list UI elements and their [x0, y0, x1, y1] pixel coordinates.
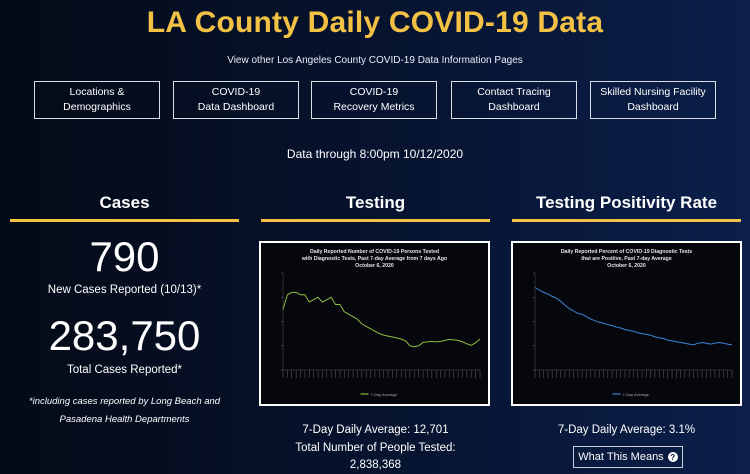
testing-total-value: 2,838,368: [349, 459, 402, 471]
what-this-means-button[interactable]: What This Means ?: [573, 446, 683, 468]
cases-divider: [10, 219, 239, 222]
nav-locations-demographics-button[interactable]: Locations & Demographics: [34, 81, 160, 119]
positivity-chart[interactable]: Daily Reported Percent of COVID-19 Diagn…: [511, 241, 742, 406]
question-circle-icon: ?: [667, 452, 678, 462]
page-title: LA County Daily COVID-19 Data: [146, 6, 604, 39]
positivity-heading: Testing Positivity Rate: [535, 193, 718, 212]
what-this-means-label: What This Means: [578, 451, 664, 463]
positivity-7day-average: 7-Day Daily Average: 3.1%: [557, 424, 696, 436]
testing-chart-svg: Daily Reported Number of COVID-19 Person…: [281, 249, 481, 397]
chart-title-line: Daily Reported Percent of COVID-19 Diagn…: [561, 249, 692, 255]
chart-legend-label: 7-Day Average: [623, 392, 650, 397]
chart-title-line: October 6, 2020: [355, 263, 394, 269]
chart-legend-label: 7-Day Average: [371, 392, 398, 397]
testing-chart[interactable]: Daily Reported Number of COVID-19 Person…: [259, 241, 490, 406]
testing-heading: Testing: [345, 193, 406, 212]
nav-recovery-metrics-button[interactable]: COVID-19 Recovery Metrics: [311, 81, 437, 119]
chart-series-line: [534, 287, 733, 346]
new-cases-value: 790: [89, 233, 160, 280]
cases-footnote-line2: Pasadena Health Departments: [59, 414, 190, 425]
positivity-divider: [512, 219, 741, 222]
testing-total-label: Total Number of People Tested:: [295, 442, 456, 454]
positivity-chart-svg: Daily Reported Percent of COVID-19 Diagn…: [533, 249, 733, 397]
chart-title-line: October 6, 2020: [607, 263, 646, 269]
total-cases-label: Total Cases Reported*: [66, 364, 183, 376]
total-cases-value: 283,750: [48, 312, 201, 359]
chart-title-line: Daily Reported Number of COVID-19 Person…: [310, 249, 439, 255]
cases-footnote-line1: *including cases reported by Long Beach …: [28, 396, 221, 407]
testing-divider: [261, 219, 490, 222]
new-cases-label: New Cases Reported (10/13)*: [47, 284, 202, 296]
cases-heading: Cases: [99, 193, 150, 212]
page-subtitle: View other Los Angeles County COVID-19 D…: [227, 55, 523, 66]
testing-7day-average: 7-Day Daily Average: 12,701: [302, 424, 449, 436]
data-through-label: Data through 8:00pm 10/12/2020: [286, 147, 464, 161]
nav-contact-tracing-button[interactable]: Contact Tracing Dashboard: [451, 81, 577, 119]
nav-data-dashboard-button[interactable]: COVID-19 Data Dashboard: [173, 81, 299, 119]
chart-title-line: with Diagnostic Tests, Past 7-day Averag…: [301, 256, 447, 262]
chart-series-line: [282, 291, 481, 348]
chart-title-line: that are Positive, Past 7-day Average: [581, 256, 672, 262]
nav-skilled-nursing-button[interactable]: Skilled Nursing Facility Dashboard: [590, 81, 716, 119]
